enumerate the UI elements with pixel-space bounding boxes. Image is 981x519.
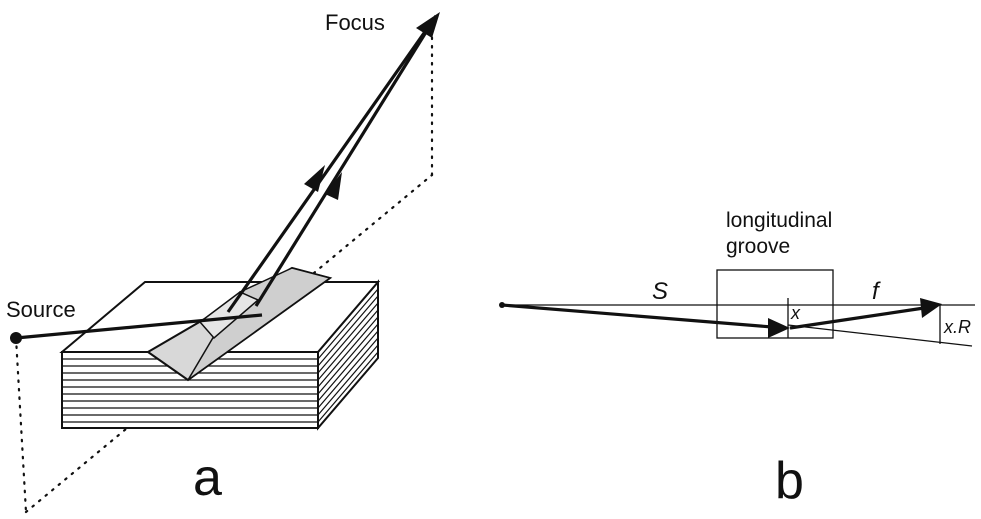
s-distance-label: S bbox=[652, 278, 669, 305]
incident-ray-b bbox=[501, 303, 773, 329]
dotted-guide-lines bbox=[14, 20, 434, 514]
groove-label-line2: groove bbox=[726, 235, 791, 258]
focus-arrowhead bbox=[416, 12, 440, 38]
incident-arrowhead-b bbox=[768, 318, 790, 338]
x-label: x bbox=[791, 303, 800, 323]
reflected-ray-b bbox=[789, 306, 925, 330]
incident-ray bbox=[15, 313, 263, 340]
source-label: Source bbox=[6, 297, 76, 322]
f-distance-label: f bbox=[872, 278, 879, 305]
ray-arrowhead-left bbox=[304, 165, 325, 192]
panel-a-diagram bbox=[10, 12, 440, 514]
source-point bbox=[10, 332, 22, 344]
xr-label: x.R bbox=[944, 317, 971, 337]
panel-b-diagram bbox=[499, 269, 975, 347]
groove-box bbox=[716, 269, 834, 339]
reflected-arrowhead-b bbox=[920, 298, 942, 318]
multilayer-block bbox=[59, 266, 381, 431]
groove-label-line1: longitudinal bbox=[726, 209, 833, 232]
deflected-guide-line bbox=[787, 324, 973, 347]
panel-b-letter: b bbox=[775, 452, 804, 510]
panel-a-letter: a bbox=[193, 449, 222, 507]
reflected-rays bbox=[226, 15, 438, 313]
ray-arrowhead-right bbox=[325, 172, 342, 200]
focus-label: Focus bbox=[325, 10, 385, 35]
